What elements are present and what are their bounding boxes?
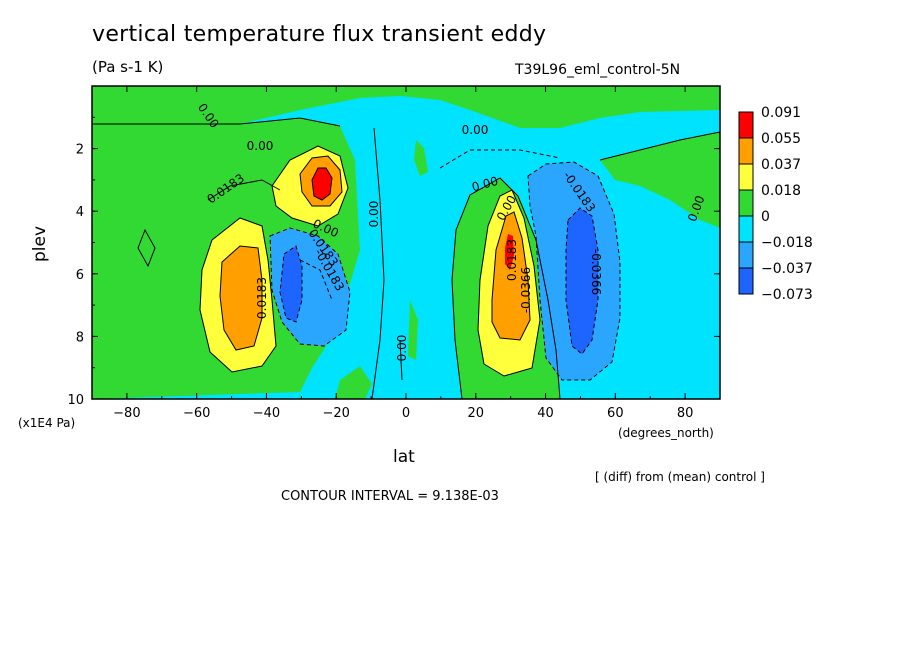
x-tick-label: 20	[468, 406, 485, 421]
contour-interval: CONTOUR INTERVAL = 9.138E-03	[281, 489, 499, 504]
fill-green-sh-lowcol	[335, 366, 372, 399]
fill-red-nh	[505, 234, 514, 270]
x-tick-label: −80	[113, 406, 140, 421]
legend-swatch	[738, 163, 754, 191]
contour-fill	[92, 86, 720, 399]
y-tick-label: 10	[67, 393, 84, 408]
fill-darkblue-sh	[280, 246, 302, 322]
x-axis-units: (degrees_north)	[618, 426, 714, 440]
legend-swatch	[738, 111, 754, 139]
contour-label: -0.0366	[519, 267, 533, 313]
legend-label: 0.037	[761, 157, 801, 173]
fill-green-eq-spike	[414, 140, 428, 176]
fill-orange-nh	[492, 212, 530, 340]
legend-swatch	[738, 215, 754, 243]
legend-swatch	[738, 241, 754, 269]
color-legend: 0.091 0.055 0.037 0.018 0 −0.018 −0.037 −0.073	[738, 105, 813, 303]
fill-orange-sh	[220, 246, 262, 350]
contour-label: 0.00	[395, 335, 409, 362]
legend-label: −0.073	[761, 287, 813, 303]
fill-green-nh-spike	[408, 300, 418, 360]
x-tick-label: 0	[402, 406, 410, 421]
diff-note: [ (diff) from (mean) control ]	[595, 470, 765, 484]
contour-label: 0.00	[462, 123, 489, 137]
legend-label: 0.055	[761, 131, 801, 147]
x-tick-label: −60	[183, 406, 210, 421]
y-axis: 2 4 6 8 10	[67, 116, 720, 408]
x-tick-label: −20	[323, 406, 350, 421]
y-tick-label: 8	[76, 330, 84, 345]
legend-label: −0.037	[761, 261, 813, 277]
fill-green-north-top	[92, 86, 720, 128]
contour-label: 0.00	[367, 201, 381, 228]
chart-units: (Pa s-1 K)	[92, 58, 164, 76]
contour-lines	[92, 117, 720, 399]
y-axis-units: (x1E4 Pa)	[18, 416, 76, 430]
legend-label: −0.018	[761, 235, 813, 251]
fill-green-right-top	[600, 132, 720, 228]
contour-label: 0.00	[470, 174, 499, 194]
x-tick-label: 60	[607, 406, 624, 421]
x-tick-label: −40	[253, 406, 280, 421]
contour-label: 0.0183	[505, 239, 519, 281]
contour-label: 0.0183	[255, 277, 269, 319]
legend-label: 0	[761, 209, 770, 225]
y-tick-label: 4	[76, 205, 84, 220]
legend-label: 0.091	[761, 105, 801, 121]
legend-swatch	[738, 267, 754, 295]
contour-label: 0.00	[247, 139, 274, 153]
x-tick-label: 40	[537, 406, 554, 421]
y-tick-label: 6	[76, 268, 84, 283]
legend-swatch	[738, 189, 754, 217]
run-label: T39L96_eml_control-5N	[515, 62, 681, 78]
contour-label: -0.0366	[589, 249, 603, 295]
x-tick-label: 80	[677, 406, 694, 421]
x-axis: −80 −60 −40 −20 0 20 40 60 80	[91, 86, 721, 421]
fill-darkblue-nh	[566, 208, 598, 354]
legend-swatch	[738, 137, 754, 165]
legend-label: 0.018	[761, 183, 801, 199]
y-tick-label: 2	[76, 143, 84, 158]
y-axis-label: plev	[30, 225, 50, 262]
fill-red-sh-upper	[312, 168, 332, 200]
x-axis-label: lat	[393, 447, 415, 467]
contour-lines-negative	[269, 149, 621, 381]
chart-title: vertical temperature flux transient eddy	[92, 22, 547, 47]
